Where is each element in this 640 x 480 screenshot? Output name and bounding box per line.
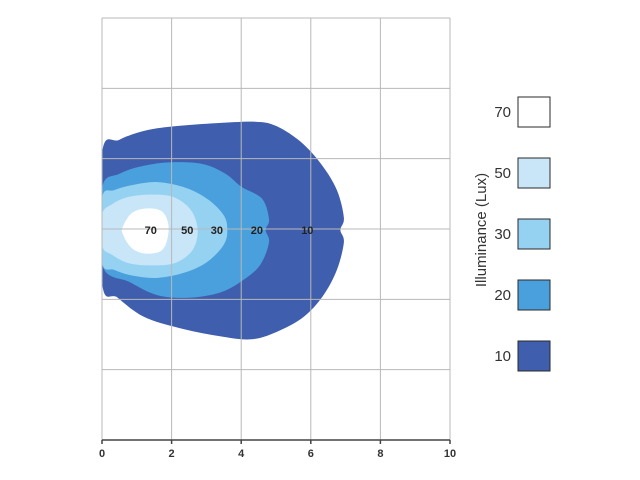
legend-swatch-30 (517, 218, 551, 250)
legend-title: Illuminance (Lux) (473, 173, 490, 287)
contour-label-50: 50 (181, 225, 193, 237)
legend-swatch-20 (517, 279, 551, 311)
x-tick-label: 6 (308, 448, 314, 460)
x-tick-label: 4 (238, 448, 245, 460)
legend-swatch-10 (517, 340, 551, 372)
grid-layer (101, 17, 451, 444)
x-tick-label: 8 (377, 448, 383, 460)
contour-label-70: 70 (145, 225, 157, 237)
x-tick-label: 10 (444, 448, 456, 460)
contour-70 (121, 208, 169, 254)
contour-label-10: 10 (301, 225, 313, 237)
legend-label-30: 30 (494, 226, 511, 243)
contour-layer (102, 121, 344, 340)
legend-label-20: 20 (494, 287, 511, 304)
legend-swatch-70 (517, 96, 551, 128)
contour-label-20: 20 (251, 225, 263, 237)
legend-label-10: 10 (494, 348, 511, 365)
legend-swatch-50 (517, 157, 551, 189)
legend-label-50: 50 (494, 165, 511, 182)
contour-label-layer: 70 50 30 20 10 (145, 225, 314, 237)
legend: Illuminance (Lux) 70 50 30 20 10 (473, 96, 551, 372)
contour-label-30: 30 (211, 225, 223, 237)
x-tick-layer: 0 2 4 6 8 10 (99, 448, 456, 460)
x-tick-label: 0 (99, 448, 105, 460)
x-tick-label: 2 (169, 448, 175, 460)
legend-label-70: 70 (494, 104, 511, 121)
